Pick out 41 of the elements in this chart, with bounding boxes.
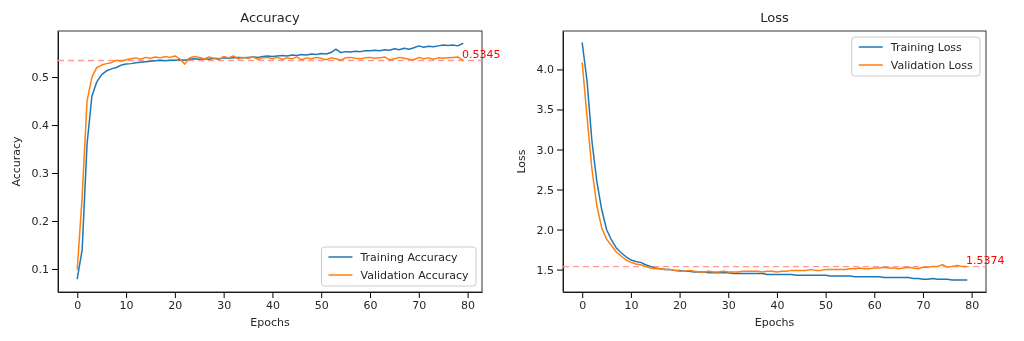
x-tick-label: 60 — [363, 298, 378, 312]
y-tick-label: 4.0 — [536, 63, 554, 77]
x-tick-label: 80 — [461, 298, 476, 312]
y-tick-label: 0.4 — [31, 119, 49, 133]
x-tick-label: 40 — [770, 298, 785, 312]
legend-label: Validation Accuracy — [360, 269, 469, 282]
y-tick-label: 0.3 — [31, 167, 49, 181]
y-tick-label: 0.1 — [31, 262, 49, 276]
y-tick-label: 0.2 — [31, 215, 49, 229]
y-axis-title: Loss — [515, 149, 528, 174]
y-tick-label: 3.0 — [536, 143, 554, 157]
legend-label: Validation Loss — [890, 59, 973, 72]
y-tick-label: 0.5 — [31, 71, 49, 85]
x-tick-label: 10 — [624, 298, 639, 312]
x-tick-label: 10 — [119, 298, 134, 312]
x-tick-label: 0 — [579, 298, 587, 312]
x-tick-label: 30 — [217, 298, 232, 312]
x-tick-label: 40 — [265, 298, 280, 312]
legend-label: Training Loss — [889, 41, 963, 54]
x-tick-label: 20 — [673, 298, 688, 312]
x-tick-label: 70 — [412, 298, 427, 312]
x-tick-label: 30 — [721, 298, 736, 312]
ref-line-label: 1.5374 — [966, 253, 1005, 267]
chart-title: Accuracy — [240, 10, 300, 25]
chart-title: Loss — [760, 10, 789, 25]
x-tick-label: 70 — [916, 298, 931, 312]
y-tick-label: 1.5 — [536, 263, 554, 277]
x-tick-label: 20 — [168, 298, 183, 312]
x-tick-label: 60 — [867, 298, 882, 312]
x-tick-label: 0 — [74, 298, 82, 312]
y-tick-label: 2.0 — [536, 223, 554, 237]
ref-line-label: 0.5345 — [462, 47, 501, 61]
y-axis-title: Accuracy — [10, 135, 23, 187]
x-axis-title: Epochs — [754, 316, 795, 329]
x-tick-label: 50 — [314, 298, 329, 312]
y-tick-label: 3.5 — [536, 103, 554, 117]
legend-label: Training Accuracy — [359, 251, 459, 264]
x-tick-label: 80 — [965, 298, 980, 312]
x-axis-title: Epochs — [250, 316, 290, 329]
x-tick-label: 50 — [819, 298, 834, 312]
y-tick-label: 2.5 — [536, 183, 554, 197]
